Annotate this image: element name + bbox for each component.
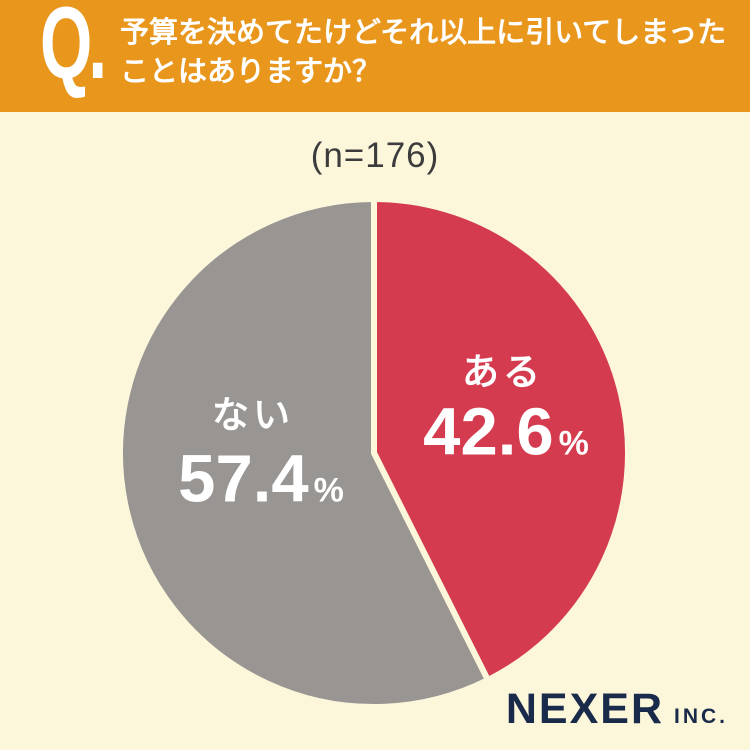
slice-unit-aru: % [558, 424, 589, 463]
slice-label-aru-name: ある [462, 351, 544, 393]
sample-size-label: (n=176) [310, 136, 440, 175]
slice-unit-nai: % [313, 471, 344, 510]
slice-value-aru: 42.6 [423, 394, 554, 470]
brand-name: NEXER [505, 685, 664, 733]
pie-slice-ある [371, 196, 631, 684]
question-line-1: 予算を決めてたけどそれ以上に引いてしまった [120, 17, 727, 49]
brand-suffix: INC. [674, 705, 728, 728]
pie-slice-ない [117, 196, 491, 710]
question-header: Q. 予算を決めてたけどそれ以上に引いてしまった ことはありますか？ [0, 0, 750, 112]
slice-label-aru-value: 42.6 % [423, 399, 589, 466]
q-mark: Q. [40, 0, 107, 100]
question-line-2: ことはありますか？ [120, 56, 382, 88]
slice-value-nai: 57.4 [178, 441, 309, 517]
question-text: 予算を決めてたけどそれ以上に引いてしまった ことはありますか？ [120, 14, 726, 92]
slice-label-nai-value: 57.4 % [178, 446, 344, 513]
pie-chart [116, 195, 632, 711]
company-logo: NEXER INC. [506, 685, 728, 734]
pie-chart-svg [117, 196, 631, 710]
slice-label-nai-name: ない [212, 394, 294, 436]
